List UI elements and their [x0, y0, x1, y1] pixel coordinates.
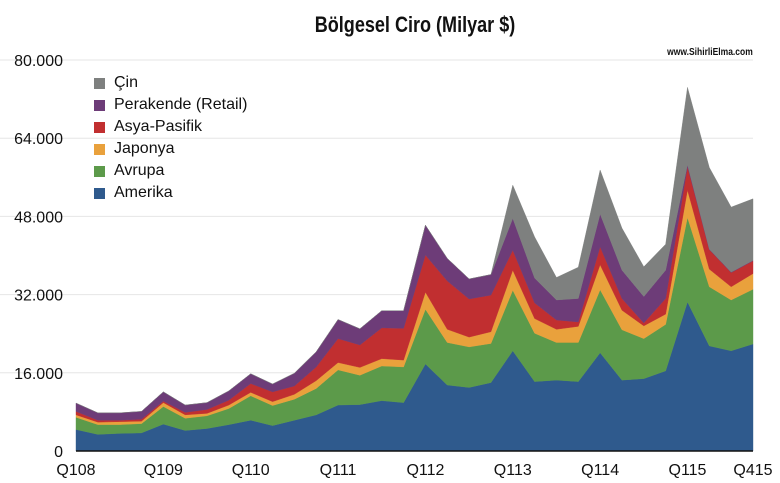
y-tick-label: 32.000 — [14, 288, 63, 305]
legend-item: Asya-Pasifik — [94, 116, 247, 138]
legend-item: Avrupa — [94, 160, 247, 182]
legend: Çin Perakende (Retail) Asya-Pasifik Japonya… — [94, 72, 247, 204]
legend-swatch — [94, 165, 105, 177]
legend-swatch — [94, 77, 105, 89]
chart-title: Bölgesel Ciro (Milyar $) — [314, 12, 516, 37]
x-tick-label: Q113 — [494, 462, 532, 479]
legend-swatch — [94, 121, 105, 133]
y-tick-label: 16.000 — [14, 366, 63, 383]
watermark: www.SihirliElma.com — [667, 47, 753, 58]
legend-item: Perakende (Retail) — [94, 94, 247, 116]
x-tick-label: Q110 — [232, 462, 270, 479]
x-tick-label: Q108 — [56, 462, 95, 479]
legend-label: Japonya — [114, 140, 175, 157]
legend-label: Asya-Pasifik — [114, 118, 203, 135]
legend-label: Perakende (Retail) — [114, 96, 248, 113]
legend-label: Çin — [114, 74, 139, 91]
x-tick-label: Q114 — [581, 462, 619, 479]
legend-item: Japonya — [94, 138, 247, 160]
y-tick-label: 80.000 — [14, 53, 63, 70]
x-tick-label: Q112 — [406, 462, 444, 479]
x-tick-label: Q115 — [669, 462, 707, 479]
legend-label: Amerika — [114, 184, 173, 201]
area-çin — [75, 87, 754, 414]
legend-swatch — [94, 143, 105, 155]
x-tick-label: Q109 — [144, 462, 183, 479]
legend-swatch — [94, 187, 105, 199]
x-tick-label: Q111 — [320, 462, 357, 479]
x-tick-label: Q415 — [733, 462, 772, 479]
y-tick-label: 64.000 — [14, 131, 63, 148]
legend-item: Çin — [94, 72, 247, 94]
legend-item: Amerika — [94, 182, 247, 204]
y-tick-label: 0 — [54, 444, 63, 461]
legend-label: Avrupa — [114, 162, 165, 179]
y-tick-label: 48.000 — [14, 209, 63, 226]
legend-swatch — [94, 99, 105, 111]
